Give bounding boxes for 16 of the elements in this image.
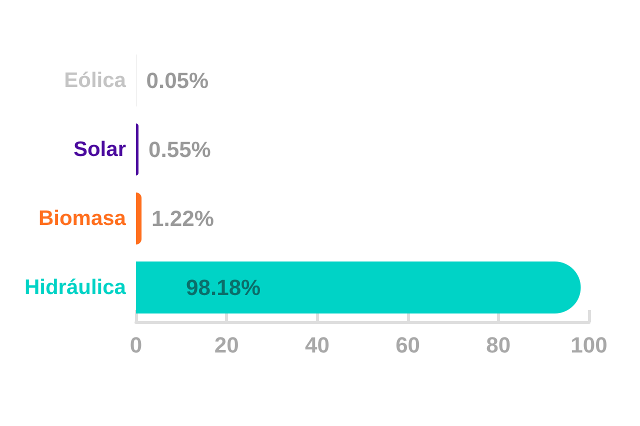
x-tick-label: 60 [396, 332, 420, 358]
x-tick-label: 40 [304, 332, 330, 358]
y-tick-label: Eólica [64, 69, 126, 92]
y-tick-label: Solar [73, 138, 126, 161]
x-tick-label: 20 [214, 332, 239, 358]
y-tick-label: Hidráulica [24, 276, 126, 299]
x-tick-label: 100 [570, 332, 608, 358]
data-label: 0.05% [146, 68, 209, 93]
x-tick-label: 80 [486, 332, 511, 358]
x-tick-label: 0 [130, 332, 142, 358]
data-label: 1.22% [152, 206, 214, 231]
bar [136, 262, 581, 314]
bar [136, 192, 142, 244]
y-tick-label: Biomasa [38, 207, 126, 230]
data-label: 98.18% [186, 275, 261, 300]
data-label: 0.55% [148, 137, 211, 162]
